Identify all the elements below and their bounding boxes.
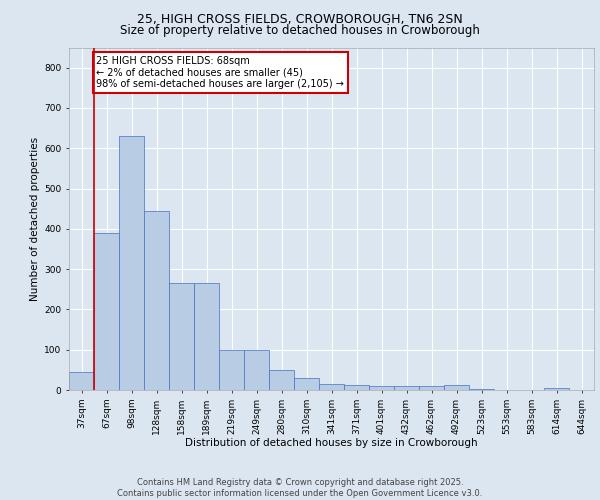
Y-axis label: Number of detached properties: Number of detached properties (30, 136, 40, 301)
Bar (269, 370, 294, 390)
Bar (144, 210, 169, 390)
Bar (469, 389, 494, 390)
Bar (369, 386, 394, 390)
Bar (544, 388, 569, 390)
Bar (169, 283, 194, 390)
X-axis label: Distribution of detached houses by size in Crowborough: Distribution of detached houses by size … (185, 438, 478, 448)
Bar (294, 378, 319, 390)
Text: Contains HM Land Registry data © Crown copyright and database right 2025.
Contai: Contains HM Land Registry data © Crown c… (118, 478, 482, 498)
Bar (219, 350, 244, 390)
Bar (419, 386, 444, 390)
Bar (94, 233, 119, 390)
Text: 25, HIGH CROSS FIELDS, CROWBOROUGH, TN6 2SN: 25, HIGH CROSS FIELDS, CROWBOROUGH, TN6 … (137, 12, 463, 26)
Bar (244, 350, 269, 390)
Bar (119, 136, 144, 390)
Bar (394, 386, 419, 390)
Text: 25 HIGH CROSS FIELDS: 68sqm
← 2% of detached houses are smaller (45)
98% of semi: 25 HIGH CROSS FIELDS: 68sqm ← 2% of deta… (97, 56, 344, 89)
Bar (444, 385, 469, 390)
Bar (69, 372, 94, 390)
Bar (319, 384, 344, 390)
Bar (194, 283, 219, 390)
Text: Size of property relative to detached houses in Crowborough: Size of property relative to detached ho… (120, 24, 480, 37)
Bar (344, 385, 369, 390)
